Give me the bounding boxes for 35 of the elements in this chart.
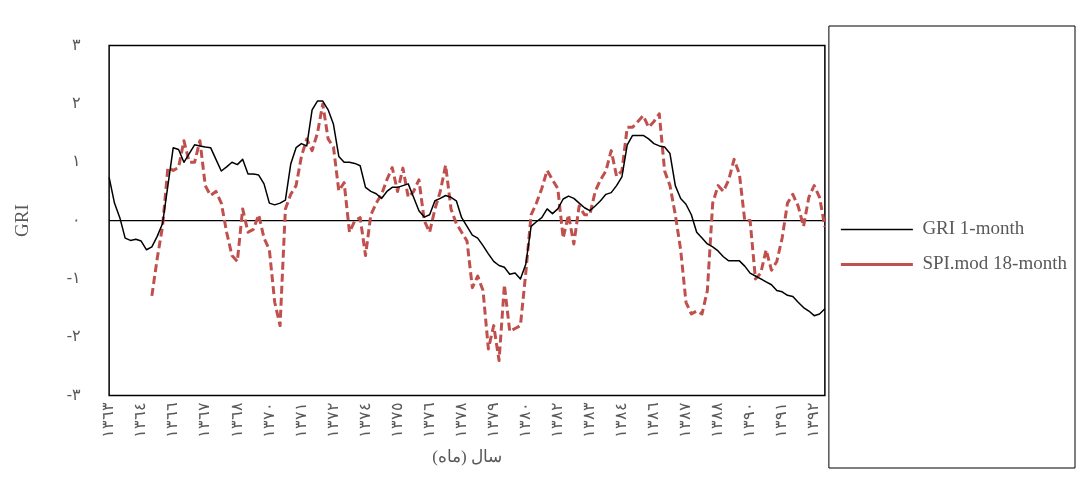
x-tick-label: ١٣٧١ [291, 401, 309, 438]
y-tick-label: -٢ [66, 327, 82, 345]
x-tick-label: ١٣٧٥ [387, 401, 405, 438]
x-tick-label: ١٣٨٤ [612, 401, 630, 438]
y-tick-label: ٣ [72, 35, 82, 53]
x-tick-label: ١٣٨٨ [708, 401, 726, 438]
y-axis-title: GRI [11, 204, 33, 237]
y-tick-label: -١ [66, 269, 82, 287]
y-tick-label: ٢ [72, 94, 82, 112]
x-tick-label: ١٣٧٤ [355, 401, 373, 438]
x-tick-label: ١٣٧٩ [483, 401, 501, 438]
x-tick-label: ١٣٦٤ [131, 401, 149, 438]
x-tick-label: ١٣٦٧ [195, 401, 213, 438]
x-tick-label: ١٣٧٢ [323, 401, 341, 438]
line-series [150, 102, 827, 363]
x-tick-label: ١٣٨٠ [515, 401, 533, 438]
y-tick-label: -٣ [66, 385, 82, 403]
x-tick-label: ١٣٧٨ [451, 401, 469, 438]
x-axis-title: سال (ماه) [432, 447, 502, 467]
x-tick-label: ١٣٨٣ [580, 401, 598, 438]
y-tick-label: ٠ [72, 210, 82, 228]
legend-label: SPI.mod 18-month [922, 252, 1068, 274]
x-tick-label: ١٣٨٢ [548, 401, 566, 438]
x-tick-label: ١٣٩٠ [740, 401, 758, 438]
x-tick-label: ١٣٦٨ [227, 401, 245, 438]
y-tick-label: ١ [72, 152, 82, 170]
x-tick-label: ١٣٦٦ [163, 401, 181, 438]
x-tick-label: ١٣٦٣ [99, 401, 117, 438]
x-tick-label: ١٣٩١ [772, 401, 790, 438]
legend-label: GRI 1-month [922, 217, 1025, 239]
x-tick-label: ١٣٧٦ [419, 401, 437, 438]
x-tick-label: ١٣٨٧ [676, 401, 694, 438]
x-tick-label: ١٣٧٠ [259, 401, 277, 438]
x-tick-label: ١٣٩٢ [804, 401, 822, 438]
x-tick-label: ١٣٨٦ [644, 401, 662, 438]
